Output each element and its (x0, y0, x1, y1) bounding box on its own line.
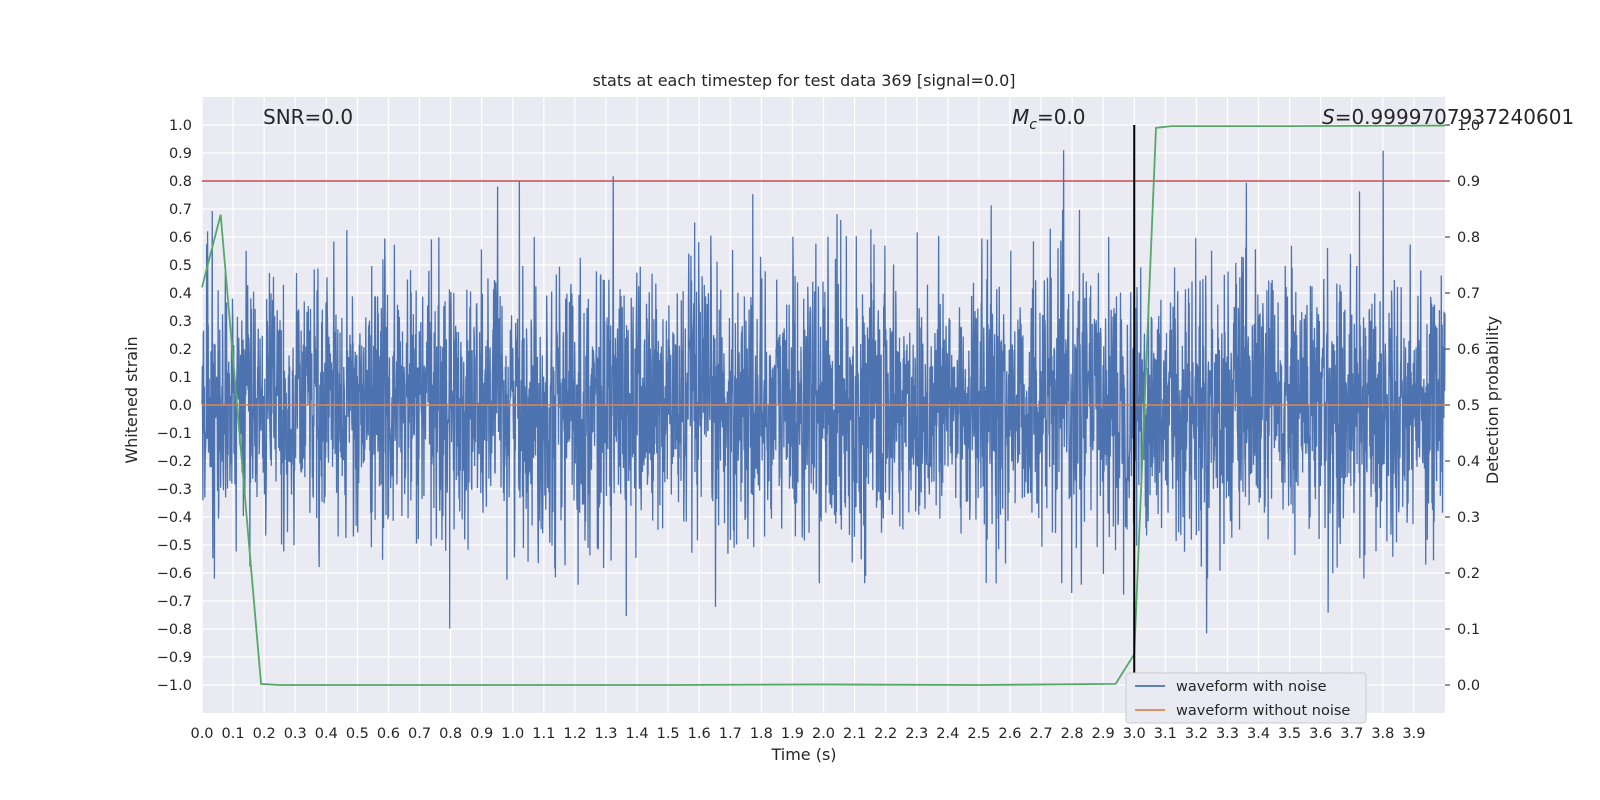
legend-label-noise: waveform with noise (1176, 679, 1327, 695)
y2-tick-label: 0.1 (1457, 622, 1480, 638)
y2-tick-label: 0.0 (1457, 678, 1480, 694)
x-tick-label: 0.9 (470, 726, 493, 742)
y-tick-label: 0.6 (169, 230, 192, 246)
x-tick-label: 1.9 (781, 726, 804, 742)
x-tick-label: 2.6 (998, 726, 1021, 742)
x-tick-label: 2.7 (1029, 726, 1052, 742)
y-tick-label: 0.4 (169, 286, 192, 302)
y-tick-label: −0.2 (157, 454, 192, 470)
y-tick-label: −0.1 (157, 426, 192, 442)
x-tick-label: 0.1 (222, 726, 245, 742)
y-tick-label: 0.5 (169, 258, 192, 274)
x-tick-label: 3.7 (1340, 726, 1363, 742)
x-tick-label: 0.8 (439, 726, 462, 742)
y-tick-label: −0.6 (157, 566, 192, 582)
legend-label-clean: waveform without noise (1176, 703, 1350, 719)
x-tick-label: 3.0 (1123, 726, 1146, 742)
y2-tick-label: 0.2 (1457, 566, 1480, 582)
y-tick-label: −0.4 (157, 510, 192, 526)
x-tick-label: 1.0 (501, 726, 524, 742)
x-tick-label: 1.7 (719, 726, 742, 742)
x-tick-label: 3.4 (1247, 726, 1270, 742)
x-tick-label: 3.5 (1278, 726, 1301, 742)
x-tick-label: 0.7 (408, 726, 431, 742)
x-tick-label: 1.4 (626, 726, 649, 742)
y2-tick-label: 0.3 (1457, 510, 1480, 526)
y-tick-label: 0.7 (169, 202, 192, 218)
x-tick-label: 1.8 (750, 726, 773, 742)
x-tick-label: 1.5 (657, 726, 680, 742)
y-tick-label: 0.0 (169, 398, 192, 414)
y2-tick-label: 0.5 (1457, 398, 1480, 414)
x-tick-label: 0.4 (315, 726, 338, 742)
x-tick-label: 0.3 (284, 726, 307, 742)
y-tick-label: 0.3 (169, 314, 192, 330)
x-tick-labels: 0.0 0.1 0.2 0.3 0.4 0.5 0.6 0.7 0.8 0.9 1.0 1.1 1.2 1… (190, 726, 1425, 742)
y-tick-labels: 1.0 0.9 0.8 0.7 0.6 0.5 0.4 0.3 0.2 0.1 0.0 −0.1 −0.… (157, 118, 192, 694)
y-tick-label: −0.9 (157, 650, 192, 666)
x-tick-label: 3.3 (1216, 726, 1239, 742)
x-axis-label: Time (s) (770, 745, 836, 764)
x-tick-label: 3.9 (1402, 726, 1425, 742)
y2-tick-label: 0.4 (1457, 454, 1480, 470)
snr-annotation: SNR=0.0 (263, 105, 353, 129)
y2-tick-label: 0.8 (1457, 230, 1480, 246)
x-tick-label: 0.6 (377, 726, 400, 742)
y2-axis-label: Detection probability (1483, 316, 1502, 484)
x-tick-label: 3.8 (1371, 726, 1394, 742)
x-tick-label: 2.3 (905, 726, 928, 742)
y2-tick-labels: 0.0 0.1 0.2 0.3 0.4 0.5 0.6 0.7 0.8 0.9 1.0 (1445, 118, 1480, 694)
y2-tick-label: 1.0 (1457, 118, 1480, 134)
y-tick-label: −0.8 (157, 622, 192, 638)
x-tick-label: 0.5 (346, 726, 369, 742)
y2-tick-label: 0.6 (1457, 342, 1480, 358)
x-tick-label: 2.9 (1092, 726, 1115, 742)
y-tick-label: 1.0 (169, 118, 192, 134)
y2-tick-label: 0.9 (1457, 174, 1480, 190)
y-tick-label: −1.0 (157, 678, 192, 694)
y-tick-label: 0.1 (169, 370, 192, 386)
chirp-mass-annotation: Mc=0.0 (1012, 105, 1086, 133)
x-tick-label: 3.6 (1309, 726, 1332, 742)
legend: waveform with noise waveform without noi… (1126, 673, 1366, 723)
y-axis-label: Whitened strain (122, 336, 141, 463)
y-tick-label: −0.5 (157, 538, 192, 554)
chart-title: stats at each timestep for test data 369… (592, 71, 1015, 90)
y-tick-label: 0.2 (169, 342, 192, 358)
y-tick-label: −0.3 (157, 482, 192, 498)
y-tick-label: 0.8 (169, 174, 192, 190)
x-tick-label: 2.0 (812, 726, 835, 742)
x-tick-label: 1.6 (688, 726, 711, 742)
x-tick-label: 2.2 (874, 726, 897, 742)
y-tick-label: −0.7 (157, 594, 192, 610)
x-tick-label: 1.2 (563, 726, 586, 742)
x-tick-label: 3.2 (1185, 726, 1208, 742)
x-tick-label: 0.2 (253, 726, 276, 742)
x-tick-label: 3.1 (1154, 726, 1177, 742)
x-tick-label: 2.4 (936, 726, 959, 742)
x-tick-label: 2.5 (967, 726, 990, 742)
x-tick-label: 0.0 (190, 726, 213, 742)
x-tick-label: 1.3 (594, 726, 617, 742)
x-tick-label: 2.1 (843, 726, 866, 742)
x-tick-label: 1.1 (532, 726, 555, 742)
y-tick-label: 0.9 (169, 146, 192, 162)
y2-tick-label: 0.7 (1457, 286, 1480, 302)
x-tick-label: 2.8 (1061, 726, 1084, 742)
